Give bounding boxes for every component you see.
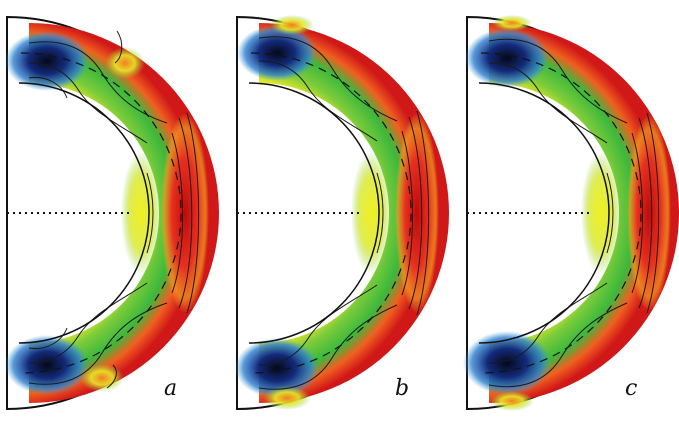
tangent-cylinder-b (250, 52, 412, 374)
panel-letter-b: b (395, 376, 409, 401)
panel-c: c (463, 15, 679, 411)
shell-field-a (5, 23, 219, 403)
panel-a: a (5, 15, 219, 411)
panel-b: b (235, 15, 449, 411)
contour-lines-c (488, 38, 660, 388)
contour-lines-b (258, 36, 430, 390)
tangent-cylinder-a (20, 52, 182, 374)
panel-letter-c: c (625, 376, 637, 401)
tangent-cylinder-c (480, 52, 642, 374)
inner-boundary-b (248, 82, 380, 344)
inner-boundary-c (478, 82, 610, 344)
contour-lines-a (28, 30, 200, 389)
panel-letter-a: a (164, 376, 177, 401)
shell-field-b (235, 15, 449, 410)
inner-boundary-a (18, 82, 150, 344)
shell-field-c (463, 15, 679, 411)
